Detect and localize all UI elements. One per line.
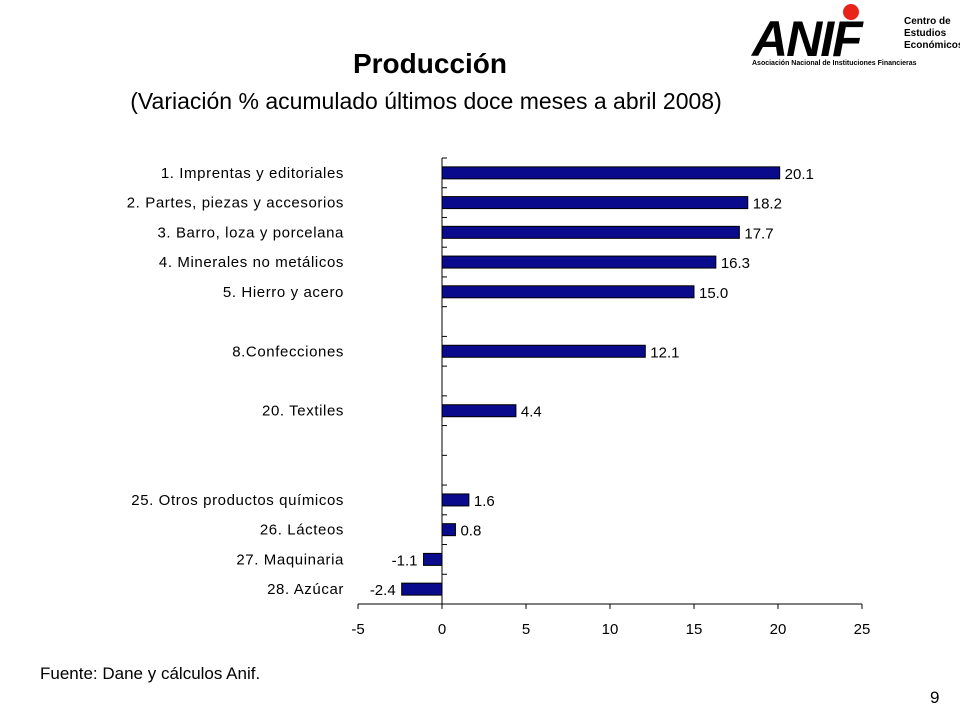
- value-label: -2.4: [370, 582, 396, 599]
- value-label: 18.2: [753, 196, 782, 213]
- value-label: 16.3: [721, 255, 750, 272]
- bar: [441, 523, 456, 537]
- category-label: 5. Hierro y acero: [223, 284, 344, 301]
- category-label: 20. Textiles: [262, 403, 344, 420]
- bar: [441, 285, 695, 299]
- x-tick-label: 25: [854, 621, 871, 638]
- value-label: 12.1: [650, 344, 679, 361]
- value-label: 1.6: [474, 493, 495, 510]
- x-tick-label: 5: [522, 621, 530, 638]
- category-label: 8.Confecciones: [232, 343, 344, 360]
- logo-dot: [843, 4, 859, 20]
- value-label: 17.7: [744, 225, 773, 242]
- bar: [441, 404, 517, 418]
- bar: [441, 493, 470, 507]
- logo-side-text: Centro de Estudios Económicos: [904, 16, 960, 52]
- bar: [441, 196, 749, 210]
- category-label: 2. Partes, piezas y accesorios: [127, 195, 344, 212]
- x-tick-label: 15: [686, 621, 703, 638]
- x-tick-label: -5: [351, 621, 364, 638]
- bar: [441, 344, 646, 358]
- chart-subtitle: (Variación % acumulado últimos doce mese…: [130, 88, 722, 114]
- category-label: 26. Lácteos: [260, 522, 344, 539]
- bar: [423, 552, 443, 566]
- chart-title: Producción: [352, 48, 507, 79]
- category-label: 4. Minerales no metálicos: [159, 254, 344, 271]
- bar: [401, 582, 443, 596]
- logo-side-line: Estudios: [904, 28, 947, 39]
- logo-tagline: Asociación Nacional de Instituciones Fin…: [752, 60, 917, 67]
- value-label: 15.0: [699, 285, 728, 302]
- category-label: 28. Azúcar: [267, 581, 344, 598]
- value-label: -1.1: [392, 552, 418, 569]
- category-label: 1. Imprentas y editoriales: [161, 165, 344, 182]
- x-tick-label: 10: [602, 621, 619, 638]
- bar: [441, 255, 717, 269]
- bar: [441, 166, 781, 180]
- x-tick-label: 20: [770, 621, 787, 638]
- logo-side-line: Centro de: [904, 16, 951, 27]
- value-label: 0.8: [460, 523, 481, 540]
- category-label: 27. Maquinaria: [236, 551, 344, 568]
- value-label: 4.4: [521, 404, 542, 421]
- logo-side-line: Económicos: [904, 40, 960, 51]
- x-tick-label: 0: [438, 621, 446, 638]
- value-label: 20.1: [785, 166, 814, 183]
- logo-wordmark: ANIF: [752, 11, 863, 67]
- anif-logo: ANIF Asociación Nacional de Institucione…: [748, 4, 960, 72]
- category-label: 3. Barro, loza y porcelana: [157, 224, 344, 241]
- bar: [441, 225, 740, 239]
- source-note: Fuente: Dane y cálculos Anif.: [40, 664, 261, 683]
- page-number: 9: [930, 688, 940, 707]
- category-label: 25. Otros productos químicos: [131, 492, 344, 509]
